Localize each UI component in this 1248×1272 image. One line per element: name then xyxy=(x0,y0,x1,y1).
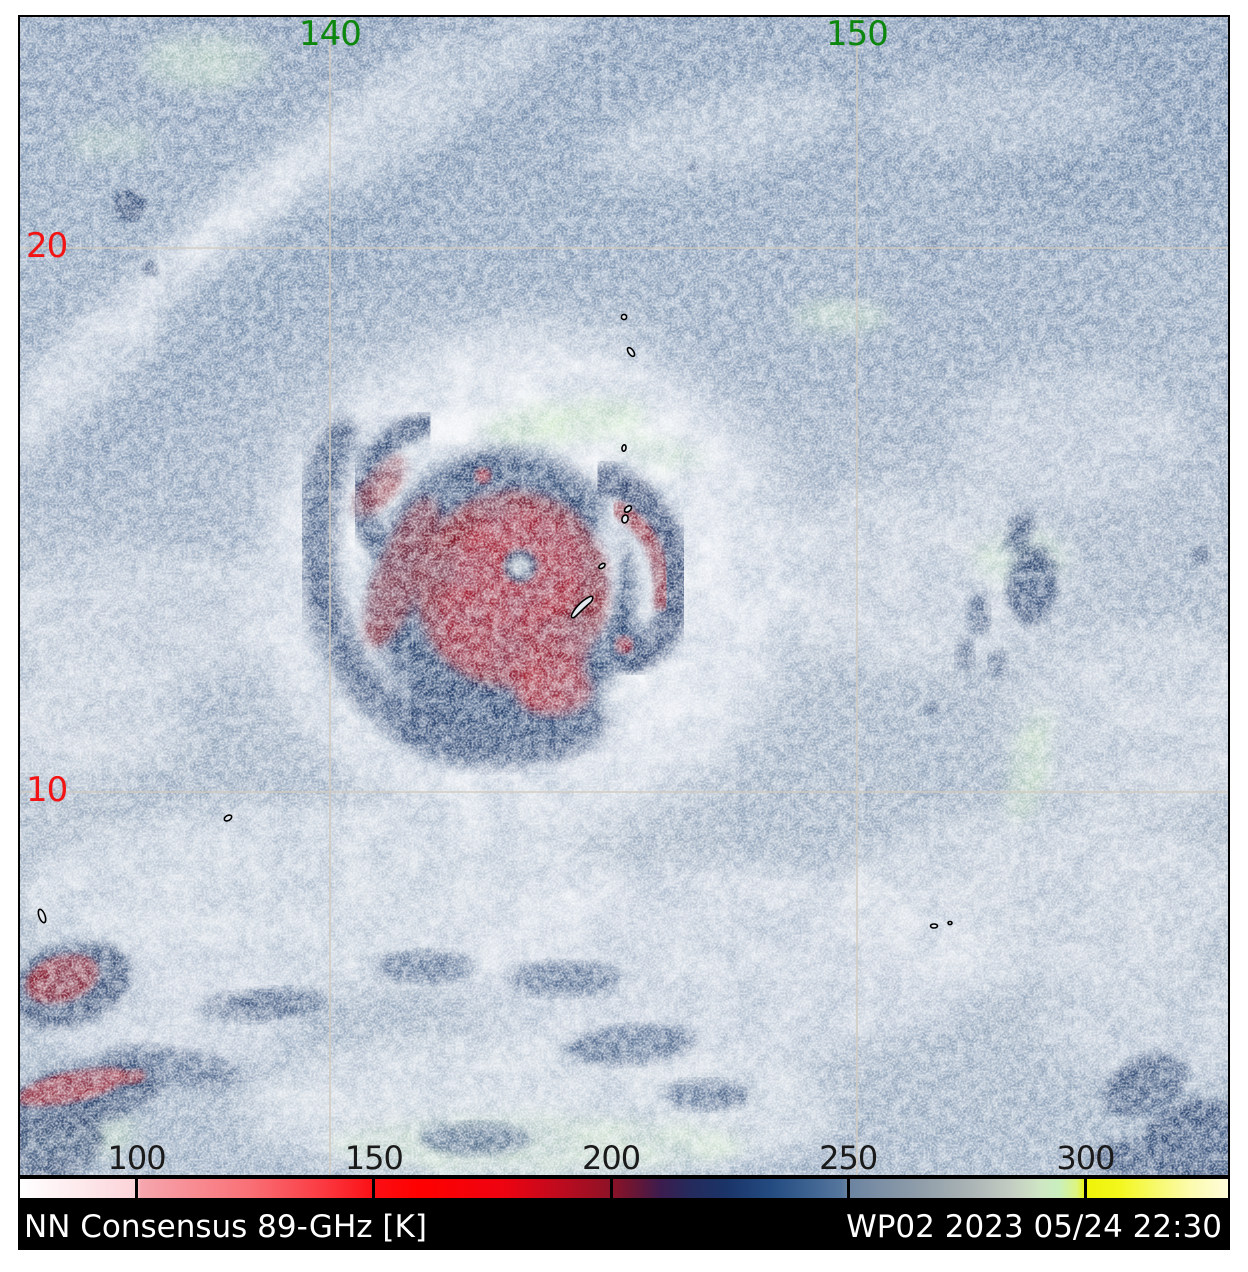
lat-tick-10: 10 xyxy=(26,770,68,810)
lat-tick-20: 20 xyxy=(26,226,68,266)
product-label: NN Consensus 89-GHz [K] xyxy=(24,1208,427,1245)
colorbar-divider-250 xyxy=(846,1179,850,1198)
satellite-image xyxy=(20,17,1228,1175)
colorbar-divider-300 xyxy=(1083,1179,1087,1198)
speckle-texture xyxy=(20,17,1228,1175)
colorbar-divider-100 xyxy=(135,1179,139,1198)
colorbar-tick-250: 250 xyxy=(819,1139,878,1177)
graticule-gridlines xyxy=(20,17,1228,1175)
colorbar-tick-150: 150 xyxy=(344,1139,404,1177)
lon-tick-140: 140 xyxy=(299,15,362,54)
colorbar-tick-100: 100 xyxy=(107,1139,167,1177)
colorbar-divider-150 xyxy=(372,1179,376,1198)
colorbar-tick-200: 200 xyxy=(582,1139,641,1177)
storm-id-timestamp: WP02 2023 05/24 22:30 xyxy=(846,1208,1222,1245)
annotation-bar: NN Consensus 89-GHz [K] WP02 2023 05/24 … xyxy=(18,1199,1230,1250)
lon-tick-150: 150 xyxy=(826,15,889,54)
map-canvas: 140 150 20 10 100 150 200 250 300 xyxy=(18,15,1230,1177)
colorbar-divider-200 xyxy=(609,1179,613,1198)
colorbar-tick-300: 300 xyxy=(1056,1139,1115,1177)
island-coastlines xyxy=(37,313,953,929)
brightness-temperature-colorbar xyxy=(18,1177,1230,1200)
